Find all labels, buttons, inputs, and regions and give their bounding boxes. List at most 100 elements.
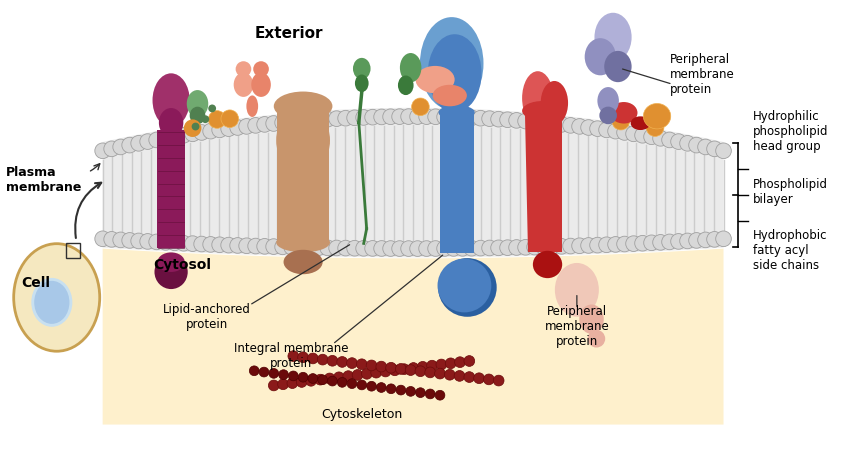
Circle shape	[356, 110, 372, 125]
Ellipse shape	[159, 108, 183, 137]
Circle shape	[293, 240, 309, 255]
Circle shape	[356, 241, 372, 256]
Circle shape	[473, 110, 489, 126]
Circle shape	[563, 118, 579, 133]
Circle shape	[643, 235, 659, 251]
Ellipse shape	[276, 233, 330, 252]
Ellipse shape	[234, 73, 253, 97]
Ellipse shape	[437, 258, 491, 313]
Circle shape	[716, 231, 732, 246]
Circle shape	[383, 109, 399, 124]
Circle shape	[346, 358, 357, 369]
Text: Exterior: Exterior	[254, 26, 323, 41]
Circle shape	[362, 369, 373, 379]
Ellipse shape	[643, 103, 671, 129]
Circle shape	[590, 121, 606, 136]
Circle shape	[329, 111, 345, 127]
Circle shape	[352, 369, 363, 381]
Circle shape	[484, 374, 495, 385]
Circle shape	[298, 352, 309, 363]
Circle shape	[221, 121, 236, 136]
Circle shape	[473, 373, 484, 384]
Circle shape	[411, 98, 429, 116]
Circle shape	[426, 360, 437, 371]
Circle shape	[689, 137, 705, 153]
Circle shape	[365, 241, 380, 256]
Text: Peripheral
membrane
protein: Peripheral membrane protein	[544, 305, 609, 348]
Circle shape	[616, 125, 632, 140]
Ellipse shape	[190, 106, 205, 124]
Circle shape	[311, 112, 326, 128]
Circle shape	[395, 364, 406, 374]
Circle shape	[122, 137, 137, 153]
Circle shape	[320, 240, 336, 256]
Circle shape	[653, 235, 669, 250]
Circle shape	[599, 122, 615, 138]
Circle shape	[95, 143, 110, 159]
Circle shape	[176, 235, 192, 251]
Circle shape	[287, 378, 298, 388]
Circle shape	[221, 110, 239, 128]
Circle shape	[671, 134, 686, 150]
Ellipse shape	[600, 106, 617, 124]
Circle shape	[221, 237, 236, 253]
Circle shape	[343, 371, 353, 381]
Text: Integral membrane
protein: Integral membrane protein	[234, 342, 349, 370]
Circle shape	[401, 241, 416, 257]
Ellipse shape	[246, 95, 258, 117]
Ellipse shape	[604, 51, 632, 82]
Circle shape	[329, 240, 345, 256]
Text: Hydrophobic
fatty acyl
side chains: Hydrophobic fatty acyl side chains	[753, 229, 828, 272]
Circle shape	[392, 109, 407, 124]
Circle shape	[268, 380, 279, 391]
Ellipse shape	[353, 58, 371, 79]
Circle shape	[464, 372, 474, 382]
Ellipse shape	[584, 38, 616, 75]
Ellipse shape	[597, 87, 619, 114]
Ellipse shape	[152, 73, 190, 127]
Circle shape	[455, 110, 470, 125]
Ellipse shape	[438, 105, 474, 120]
Circle shape	[410, 109, 426, 124]
Circle shape	[113, 139, 129, 155]
Circle shape	[283, 114, 299, 129]
Circle shape	[616, 236, 632, 252]
Circle shape	[536, 115, 552, 130]
Circle shape	[296, 376, 307, 387]
Circle shape	[428, 109, 443, 124]
Circle shape	[386, 362, 396, 373]
Ellipse shape	[157, 252, 185, 272]
Circle shape	[212, 237, 227, 252]
Circle shape	[185, 236, 200, 252]
Text: Cell: Cell	[22, 276, 50, 290]
Circle shape	[320, 112, 336, 127]
Ellipse shape	[610, 102, 637, 123]
Circle shape	[103, 231, 119, 247]
Circle shape	[599, 237, 615, 252]
Circle shape	[212, 122, 227, 138]
Circle shape	[553, 117, 569, 132]
Ellipse shape	[399, 53, 421, 82]
Circle shape	[248, 118, 263, 133]
Circle shape	[500, 112, 516, 128]
Text: Peripheral
membrane
protein: Peripheral membrane protein	[669, 53, 734, 96]
Circle shape	[158, 235, 173, 250]
Circle shape	[367, 381, 377, 391]
Circle shape	[193, 236, 209, 252]
Circle shape	[405, 365, 416, 375]
Circle shape	[463, 110, 479, 126]
Circle shape	[317, 354, 328, 365]
Circle shape	[371, 367, 382, 378]
Circle shape	[572, 238, 587, 253]
Circle shape	[140, 234, 156, 249]
Circle shape	[536, 239, 552, 255]
Polygon shape	[157, 129, 185, 247]
Circle shape	[327, 355, 338, 366]
Circle shape	[257, 117, 272, 132]
Circle shape	[167, 235, 182, 251]
Circle shape	[230, 238, 246, 253]
Text: Phospholipid
bilayer: Phospholipid bilayer	[753, 178, 828, 206]
Circle shape	[149, 234, 165, 250]
Circle shape	[680, 135, 696, 151]
Circle shape	[275, 239, 290, 255]
